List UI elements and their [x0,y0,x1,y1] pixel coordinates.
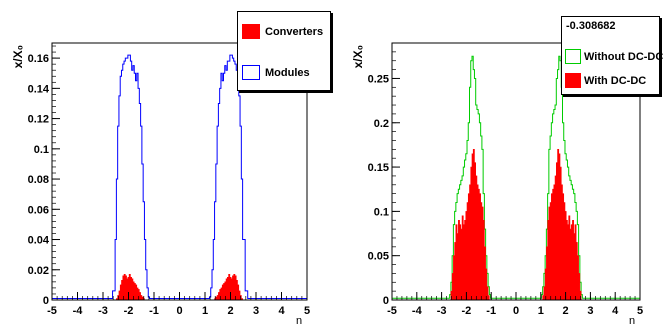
left-y-axis-label: x/X₀ [11,45,25,68]
right-x-tick-label: 1 [538,305,544,317]
left-y-tick-label: 0.08 [28,174,49,186]
legend-item-modules: Modules [238,65,330,80]
left-y-tick-label: 0 [43,295,49,307]
right-y-tick-label: 0.15 [368,162,389,174]
series-with-dc-dc-peak-1 [449,149,491,301]
legend-swatch-modules [242,65,260,80]
left-y-tick-label: 0.06 [28,204,49,216]
left-y-tick-label: 0.16 [28,53,49,65]
left-x-tick-label: -5 [47,305,57,317]
right-x-tick-label: 5 [637,305,643,317]
left-x-tick-label: 4 [278,305,285,317]
right-x-tick-label: 4 [612,305,619,317]
legend-title-right: -0.308682 [566,20,616,32]
right-y-tick-label: 0.2 [374,118,389,130]
right-y-tick-label: 0.25 [368,73,389,85]
right-x-tick-label: -4 [412,305,423,317]
left-y-tick-label: 0.02 [28,265,49,277]
right-x-tick-label: -5 [387,305,397,317]
legend-label-with-dcdc: With DC-DC [584,74,647,87]
right-x-axis-label: η [629,315,635,324]
series-converters-peak-1 [115,274,146,301]
legend-swatch-with-dcdc [565,73,581,88]
left-x-tick-label: 1 [202,305,208,317]
right-x-tick-label: 0 [513,305,519,317]
right-y-tick-label: 0.05 [368,251,389,263]
left-x-axis-label: η [296,315,302,324]
left-y-tick-label: 0.04 [28,235,50,247]
legend-item-without-dcdc: Without DC-DC [562,49,663,64]
left-x-tick-label: -4 [73,305,84,317]
right-x-tick-label: 2 [563,305,569,317]
right-x-tick-label: -3 [437,305,447,317]
legend-item-converters: Converters [238,24,330,39]
series-modules-line [52,54,307,299]
left-x-tick-label: -2 [124,305,134,317]
series-with-dc-dc-peak-2 [541,149,583,301]
right-x-tick-label: -1 [486,305,496,317]
right-y-tick-label: 0.1 [374,206,389,218]
chart-left: -5 -4 -3 -2 -1 0 1 2 3 4 5 0 0.02 0.04 0.06 0.08 0.1 0.12… [11,42,310,324]
left-y-tick-label: 0.12 [28,114,49,126]
left-x-tick-label: 0 [176,305,182,317]
legend-item-with-dcdc: With DC-DC [562,73,659,88]
left-x-tick-label: 2 [227,305,233,317]
right-x-tick-label: 3 [587,305,593,317]
left-y-tick-label: 0.1 [34,144,49,156]
legend-label-converters: Converters [265,25,324,38]
legend-right: -0.308682 Without DC-DC With DC-DC [561,16,663,95]
left-x-tick-label: 3 [253,305,259,317]
left-x-tick-label: 5 [304,305,310,317]
right-y-tick-label: 0 [383,295,389,307]
legend-swatch-converters [242,24,260,39]
right-y-axis-label: x/X₀ [351,45,365,68]
legend-label-modules: Modules [265,66,310,79]
left-y-tick-label: 0.14 [28,83,50,95]
legend-left: Converters Modules [237,11,331,91]
right-x-tick-label: -2 [462,305,472,317]
legend-label-without-dcdc: Without DC-DC [584,50,664,63]
left-x-tick-label: -3 [98,305,108,317]
chart-right: -5 -4 -3 -2 -1 0 1 2 3 4 5 0 0.05 0.1 0.15 0.2 0.25 η x/X₀ [351,42,643,324]
legend-swatch-without-dcdc [565,49,581,64]
left-x-tick-label: -1 [149,305,159,317]
series-converters-peak-2 [213,274,244,301]
